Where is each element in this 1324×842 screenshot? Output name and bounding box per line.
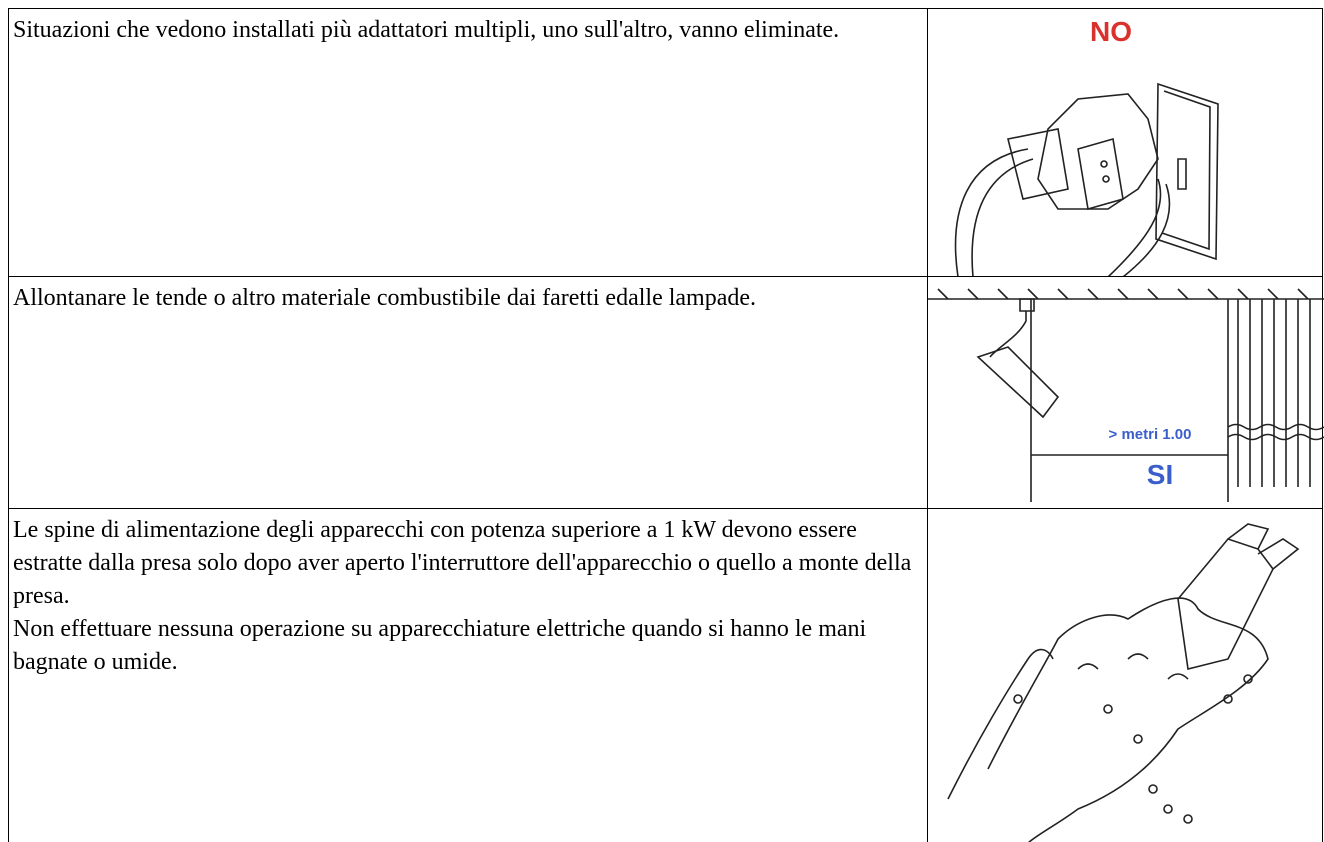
image-label: > metri 1.00: [1109, 426, 1192, 443]
image-cell: > metri 1.00 SI: [927, 276, 1323, 509]
paragraph: Le spine di alimentazione degli apparecc…: [13, 517, 912, 609]
image-label: SI: [1147, 459, 1173, 490]
text-cell: Le spine di alimentazione degli apparecc…: [8, 508, 928, 842]
paragraph: Situazioni che vedono installati più ada…: [13, 17, 840, 43]
image-cell: [927, 508, 1323, 842]
paragraph: Non effettuare nessuna operazione su app…: [13, 616, 867, 675]
illustration-hand-plug: [928, 509, 1324, 842]
image-cell: NO: [927, 8, 1323, 277]
image-label: NO: [1090, 16, 1132, 47]
text-cell: Allontanare le tende o altro materiale c…: [8, 276, 928, 509]
paragraph: Allontanare le tende o altro materiale c…: [13, 285, 757, 311]
illustration-plugs: NO: [928, 16, 1324, 277]
text-cell: Situazioni che vedono installati più ada…: [8, 8, 928, 277]
illustration-lamp-curtain: > metri 1.00 SI: [928, 277, 1324, 509]
